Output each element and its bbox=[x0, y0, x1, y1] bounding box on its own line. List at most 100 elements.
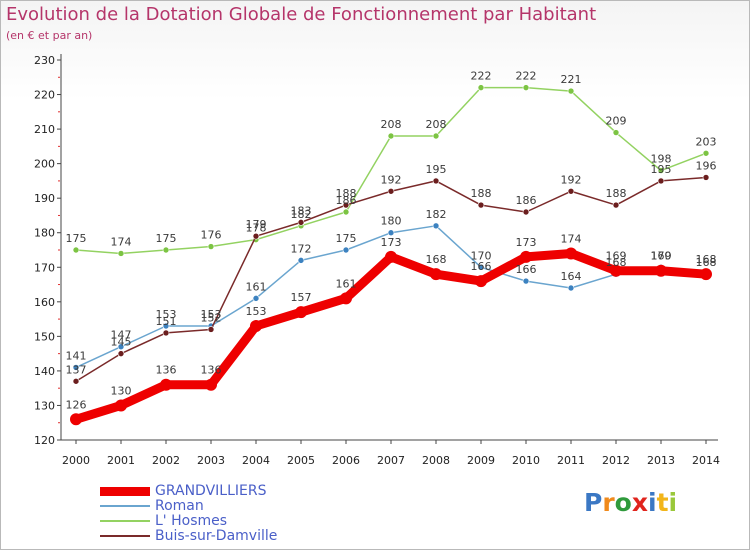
series-line bbox=[75, 176, 707, 383]
data-point bbox=[117, 350, 125, 357]
data-label: 208 bbox=[426, 118, 447, 131]
data-point bbox=[700, 268, 712, 281]
logo-letter: o bbox=[614, 488, 632, 517]
data-label: 151 bbox=[156, 315, 177, 328]
data-point bbox=[702, 174, 710, 181]
data-label: 137 bbox=[66, 363, 87, 376]
data-point bbox=[72, 246, 80, 254]
data-point bbox=[162, 246, 170, 254]
data-label: 174 bbox=[561, 232, 582, 245]
data-label: 152 bbox=[201, 311, 222, 324]
data-label: 183 bbox=[291, 204, 312, 217]
data-point bbox=[475, 275, 487, 288]
data-point bbox=[72, 377, 80, 385]
y-tick-label: 160 bbox=[34, 296, 55, 309]
data-point bbox=[117, 343, 125, 351]
data-label: 195 bbox=[651, 163, 672, 176]
y-tick-label: 200 bbox=[34, 158, 55, 171]
data-point bbox=[342, 246, 350, 254]
data-label: 136 bbox=[201, 364, 222, 377]
y-tick-label: 130 bbox=[34, 399, 55, 412]
data-point bbox=[297, 219, 305, 226]
data-label: 136 bbox=[156, 364, 177, 377]
data-label: 147 bbox=[111, 329, 132, 342]
data-label: 180 bbox=[381, 215, 402, 228]
data-label: 179 bbox=[246, 218, 267, 231]
data-label: 168 bbox=[696, 256, 717, 269]
data-label: 222 bbox=[471, 70, 492, 83]
data-point bbox=[115, 399, 127, 412]
data-point bbox=[567, 87, 575, 95]
data-point bbox=[477, 84, 485, 91]
legend-swatch bbox=[100, 520, 150, 522]
series-line bbox=[75, 86, 707, 255]
data-label: 208 bbox=[381, 118, 402, 131]
data-label: 195 bbox=[426, 163, 447, 176]
data-label: 126 bbox=[66, 398, 87, 411]
data-label: 172 bbox=[291, 242, 312, 255]
logo-letter: r bbox=[602, 488, 615, 517]
series-l-hosmes bbox=[72, 84, 710, 257]
data-point bbox=[567, 284, 575, 292]
data-label: 168 bbox=[426, 253, 447, 266]
data-point bbox=[207, 326, 215, 333]
data-label: 178 bbox=[246, 222, 267, 235]
data-label: 175 bbox=[156, 232, 177, 245]
y-tick-label: 170 bbox=[34, 261, 55, 274]
data-label: 221 bbox=[561, 73, 582, 86]
logo-letter: i bbox=[668, 488, 678, 517]
data-label: 141 bbox=[66, 349, 87, 362]
data-point bbox=[657, 177, 665, 185]
data-label: 175 bbox=[66, 232, 87, 245]
x-tick-label: 2008 bbox=[422, 454, 450, 467]
data-label: 157 bbox=[291, 291, 312, 304]
data-point bbox=[205, 378, 217, 391]
x-tick-label: 2005 bbox=[287, 454, 315, 467]
data-point bbox=[250, 320, 262, 332]
x-tick-label: 2014 bbox=[692, 454, 720, 467]
data-label: 170 bbox=[651, 249, 672, 262]
data-point bbox=[207, 243, 215, 250]
x-tick-label: 2011 bbox=[557, 454, 585, 467]
data-label: 173 bbox=[381, 236, 402, 249]
data-point bbox=[295, 306, 307, 319]
y-tick-label: 120 bbox=[34, 434, 55, 447]
data-label: 188 bbox=[336, 187, 357, 200]
data-point bbox=[477, 263, 485, 271]
data-label: 203 bbox=[696, 135, 717, 148]
series-buis-sur-damville bbox=[72, 174, 710, 385]
data-label: 176 bbox=[201, 229, 222, 242]
data-label: 153 bbox=[246, 305, 267, 318]
chart-axes: 120 130 140 150 160 170 180 190 200 210 220 230 2000… bbox=[34, 54, 720, 467]
data-label: 166 bbox=[471, 260, 492, 273]
data-label: 169 bbox=[606, 250, 627, 263]
series-grandvilliers bbox=[70, 247, 712, 426]
data-label: 130 bbox=[111, 384, 132, 397]
x-tick-label: 2004 bbox=[242, 454, 270, 467]
data-label: 209 bbox=[606, 115, 627, 128]
y-tick-label: 180 bbox=[34, 227, 55, 240]
data-point bbox=[477, 201, 485, 209]
proxiti-logo: Proxiti bbox=[584, 488, 677, 517]
data-point bbox=[160, 378, 172, 391]
data-point bbox=[522, 208, 530, 216]
data-label: 182 bbox=[426, 208, 447, 221]
data-label: 182 bbox=[291, 208, 312, 221]
data-point bbox=[340, 292, 352, 305]
x-tick-label: 2006 bbox=[332, 454, 360, 467]
y-tick-label: 190 bbox=[34, 192, 55, 205]
data-point bbox=[252, 295, 260, 302]
legend-label: Roman bbox=[155, 498, 204, 514]
data-point bbox=[612, 201, 620, 209]
data-label: 145 bbox=[111, 336, 132, 349]
x-tick-label: 2009 bbox=[467, 454, 495, 467]
data-label: 170 bbox=[471, 249, 492, 262]
y-tick-label: 220 bbox=[34, 89, 55, 102]
data-point bbox=[387, 132, 395, 140]
series-line bbox=[71, 248, 711, 424]
data-label: 175 bbox=[336, 232, 357, 245]
x-tick-label: 2012 bbox=[602, 454, 630, 467]
series-layer bbox=[70, 84, 712, 426]
data-point bbox=[567, 187, 575, 195]
